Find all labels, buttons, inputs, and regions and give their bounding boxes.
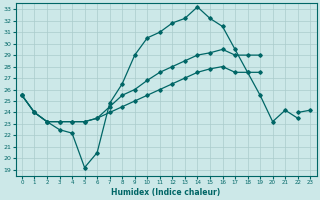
X-axis label: Humidex (Indice chaleur): Humidex (Indice chaleur) (111, 188, 221, 197)
